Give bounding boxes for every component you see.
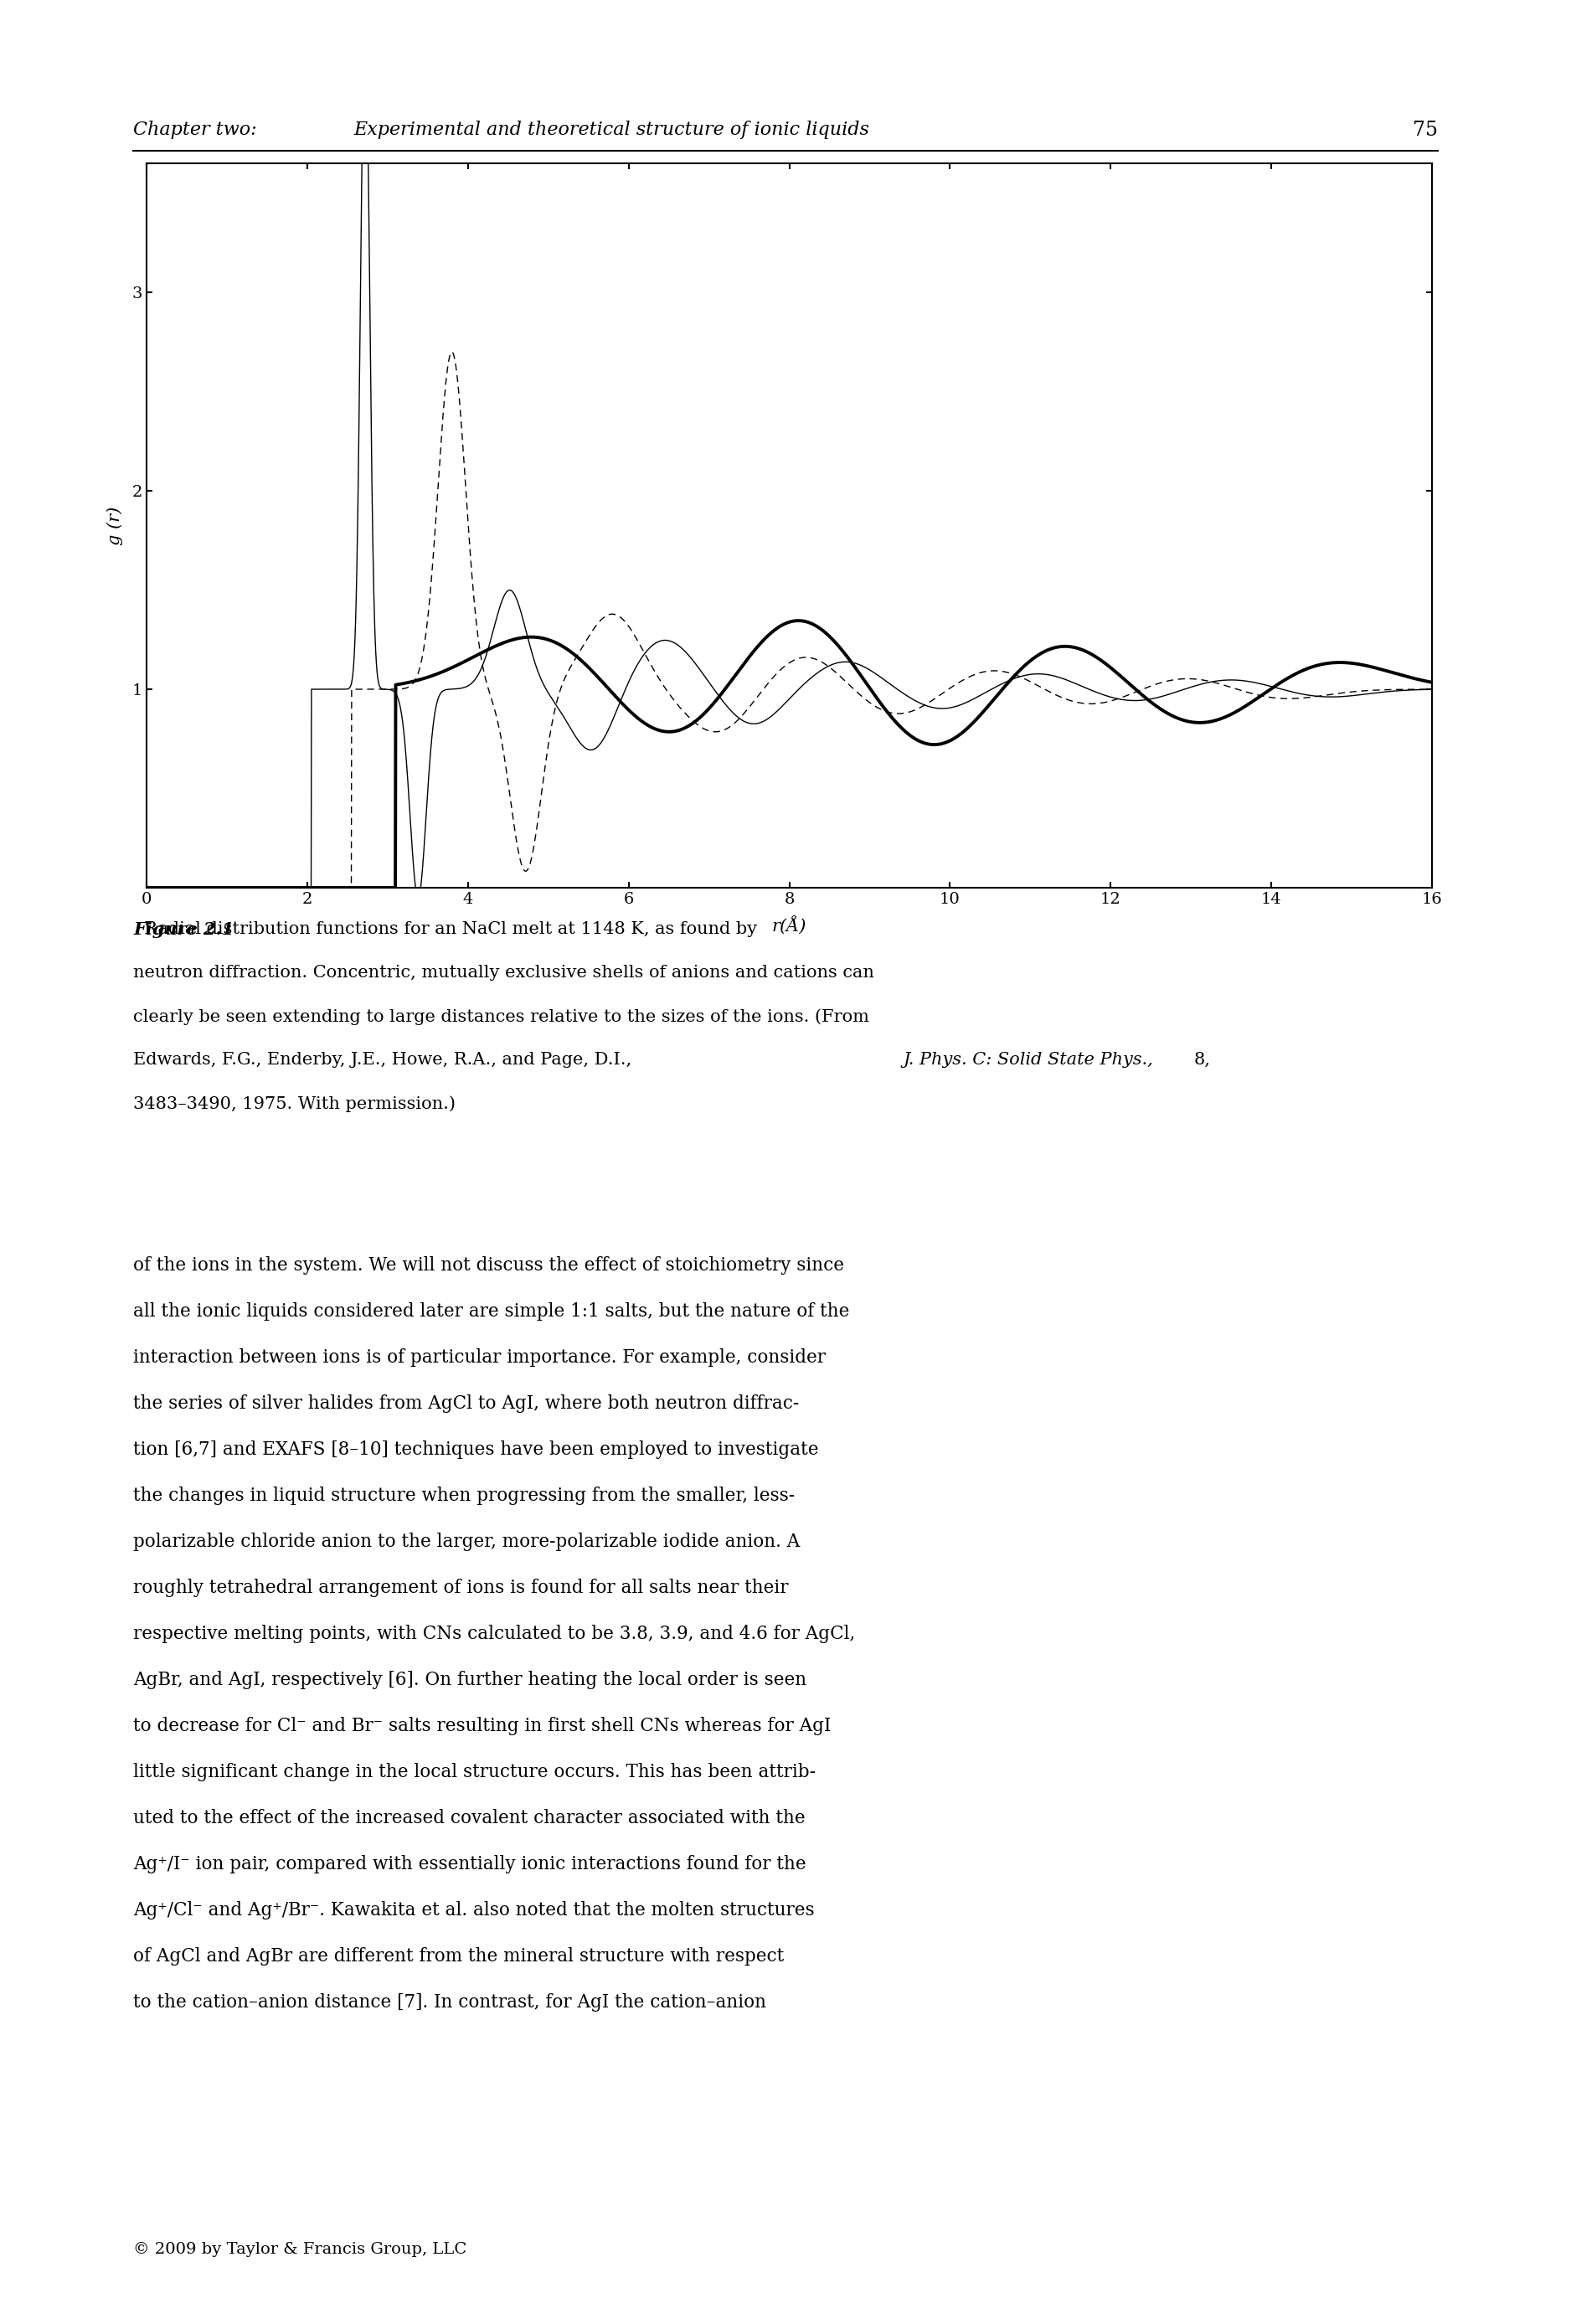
Text: all the ionic liquids considered later are simple 1:1 salts, but the nature of t: all the ionic liquids considered later a… bbox=[134, 1301, 850, 1320]
Text: clearly be seen extending to large distances relative to the sizes of the ions. : clearly be seen extending to large dista… bbox=[134, 1009, 870, 1025]
Text: Edwards, F.G., Enderby, J.E., Howe, R.A., and Page, D.I.,: Edwards, F.G., Enderby, J.E., Howe, R.A.… bbox=[134, 1053, 638, 1067]
Text: Figure 2.1: Figure 2.1 bbox=[134, 920, 234, 939]
Text: 3483–3490, 1975. With permission.): 3483–3490, 1975. With permission.) bbox=[134, 1095, 456, 1111]
Text: roughly tetrahedral arrangement of ions is found for all salts near their: roughly tetrahedral arrangement of ions … bbox=[134, 1578, 789, 1597]
Text: © 2009 by Taylor & Francis Group, LLC: © 2009 by Taylor & Francis Group, LLC bbox=[134, 2243, 467, 2257]
Text: the changes in liquid structure when progressing from the smaller, less-: the changes in liquid structure when pro… bbox=[134, 1487, 795, 1506]
Text: AgBr, and AgI, respectively [6]. On further heating the local order is seen: AgBr, and AgI, respectively [6]. On furt… bbox=[134, 1671, 807, 1690]
Text: 8,: 8, bbox=[1194, 1053, 1211, 1067]
Text: Ag⁺/I⁻ ion pair, compared with essentially ionic interactions found for the: Ag⁺/I⁻ ion pair, compared with essential… bbox=[134, 1855, 806, 1873]
Text: polarizable chloride anion to the larger, more-polarizable iodide anion. A: polarizable chloride anion to the larger… bbox=[134, 1532, 800, 1550]
Text: uted to the effect of the increased covalent character associated with the: uted to the effect of the increased cova… bbox=[134, 1808, 806, 1827]
Text: to the cation–anion distance [7]. In contrast, for AgI the cation–anion: to the cation–anion distance [7]. In con… bbox=[134, 1994, 767, 2013]
Text: Chapter two:: Chapter two: bbox=[134, 121, 258, 139]
Y-axis label: g (r): g (r) bbox=[107, 507, 123, 544]
Text: of AgCl and AgBr are different from the mineral structure with respect: of AgCl and AgBr are different from the … bbox=[134, 1948, 784, 1966]
Text: the series of silver halides from AgCl to AgI, where both neutron diffrac-: the series of silver halides from AgCl t… bbox=[134, 1394, 800, 1413]
Text: little significant change in the local structure occurs. This has been attrib-: little significant change in the local s… bbox=[134, 1764, 815, 1780]
Text: 75: 75 bbox=[1412, 121, 1437, 139]
Text: respective melting points, with CNs calculated to be 3.8, 3.9, and 4.6 for AgCl,: respective melting points, with CNs calc… bbox=[134, 1624, 856, 1643]
X-axis label: r(Å): r(Å) bbox=[771, 916, 806, 934]
Text: to decrease for Cl⁻ and Br⁻ salts resulting in first shell CNs whereas for AgI: to decrease for Cl⁻ and Br⁻ salts result… bbox=[134, 1717, 831, 1736]
Text: of the ions in the system. We will not discuss the effect of stoichiometry since: of the ions in the system. We will not d… bbox=[134, 1257, 845, 1274]
Text: neutron diffraction. Concentric, mutually exclusive shells of anions and cations: neutron diffraction. Concentric, mutuall… bbox=[134, 964, 875, 981]
Text: J. Phys. C: Solid State Phys.,: J. Phys. C: Solid State Phys., bbox=[903, 1053, 1153, 1067]
Text: interaction between ions is of particular importance. For example, consider: interaction between ions is of particula… bbox=[134, 1348, 826, 1367]
Text: tion [6,7] and EXAFS [8–10] techniques have been employed to investigate: tion [6,7] and EXAFS [8–10] techniques h… bbox=[134, 1441, 818, 1459]
Text: Ag⁺/Cl⁻ and Ag⁺/Br⁻. Kawakita et al. also noted that the molten structures: Ag⁺/Cl⁻ and Ag⁺/Br⁻. Kawakita et al. als… bbox=[134, 1901, 815, 1920]
Text: Radial distribution functions for an NaCl melt at 1148 K, as found by: Radial distribution functions for an NaC… bbox=[134, 920, 757, 937]
Text: Experimental and theoretical structure of ionic liquids: Experimental and theoretical structure o… bbox=[353, 121, 869, 139]
